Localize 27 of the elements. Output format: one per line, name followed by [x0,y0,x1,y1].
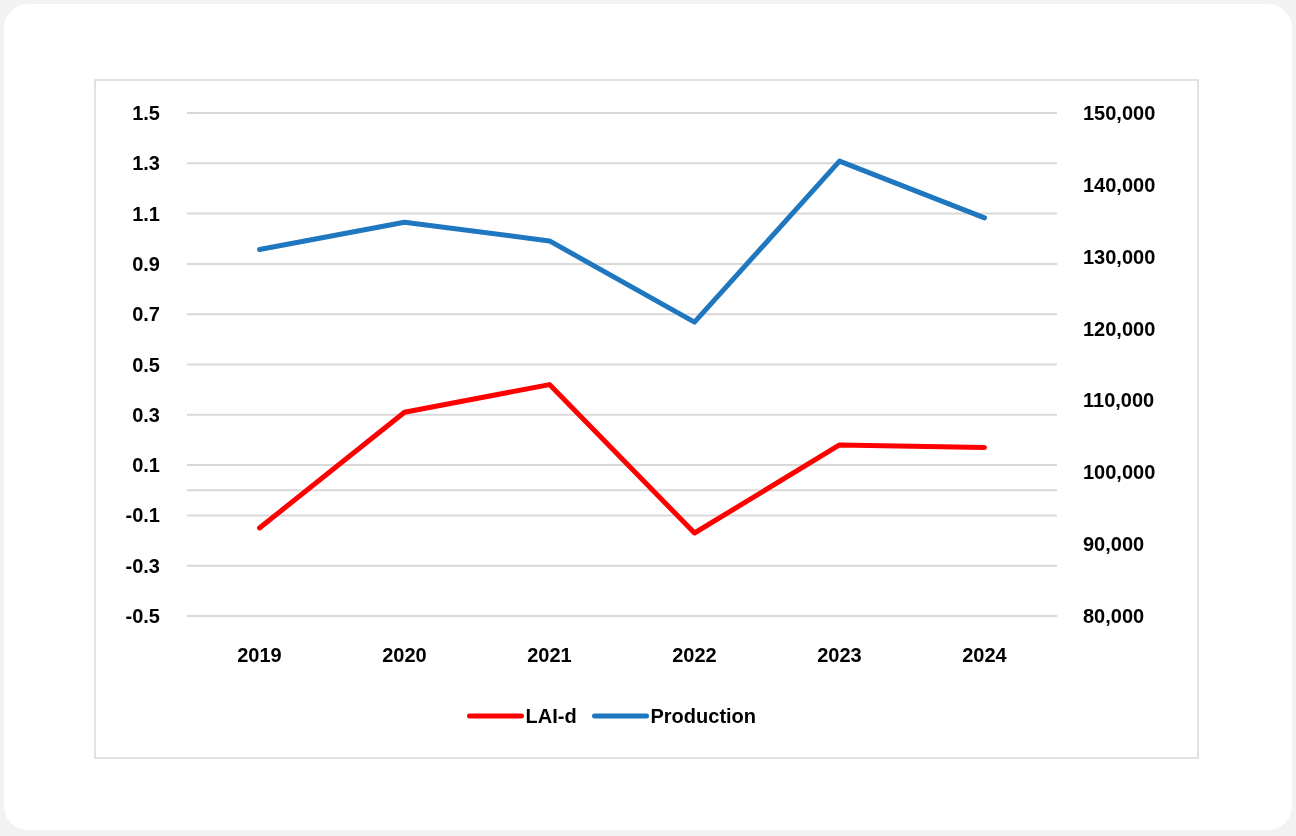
x-tick-label: 2022 [672,644,717,666]
y-tick-label: 0.9 [132,252,160,275]
y-tick-label: -0.1 [125,504,160,527]
x-tick-label: 2021 [527,644,572,666]
y2-tick-label: 140,000 [1083,173,1156,196]
y2-tick-label: 150,000 [1083,102,1156,124]
y2-tick-label: 80,000 [1083,605,1145,627]
y-tick-label: -0.3 [125,554,160,577]
x-tick-label: 2024 [962,644,1008,666]
y-tick-label: 1.5 [132,102,160,124]
x-tick-label: 2023 [817,644,862,666]
y2-tick-label: 130,000 [1083,245,1156,268]
y2-tick-label: 90,000 [1083,533,1145,556]
y-tick-label: 0.5 [132,353,160,376]
x-tick-label: 2020 [382,644,427,666]
legend-label: Production [650,705,757,727]
y-tick-label: -0.5 [125,605,160,627]
legend-label: LAI-d [525,705,577,727]
y-tick-label: 1.3 [132,152,160,175]
y2-tick-label: 120,000 [1083,317,1156,340]
y2-tick-label: 110,000 [1083,389,1155,412]
y-tick-label: 1.1 [132,202,160,225]
y2-tick-label: 100,000 [1083,461,1156,484]
y-tick-label: 0.1 [132,454,160,477]
y-tick-label: 0.7 [132,303,160,326]
x-tick-label: 2019 [237,644,282,666]
y-tick-label: 0.3 [132,403,160,426]
